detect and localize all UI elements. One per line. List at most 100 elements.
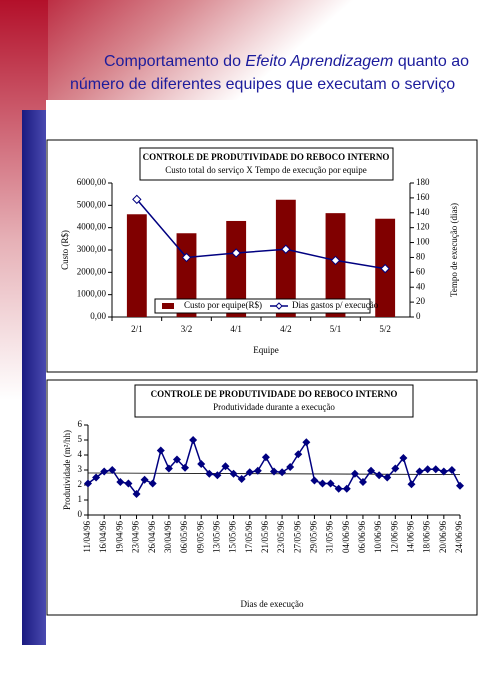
- background-stripe: [22, 110, 46, 645]
- line-marker: [415, 467, 424, 476]
- line-marker: [431, 465, 440, 474]
- y-tick-label: 180: [416, 177, 430, 187]
- y-tick-label: 6: [78, 419, 83, 429]
- x-tick-label: 5/2: [379, 324, 391, 334]
- x-tick-label: 14/06/96: [406, 521, 416, 554]
- y-axis-label: Custo (R$): [60, 230, 70, 270]
- chart-title: CONTROLE DE PRODUTIVIDADE DO REBOCO INTE…: [143, 152, 390, 162]
- line-marker: [423, 465, 432, 474]
- y-tick-label: 0: [416, 311, 421, 321]
- y-tick-label: 0,00: [90, 311, 106, 321]
- y-tick-label: 3: [78, 464, 83, 474]
- x-tick-label: 31/05/96: [325, 521, 335, 554]
- y-tick-label: 2: [78, 479, 83, 489]
- line-marker: [367, 466, 376, 475]
- line-marker: [100, 467, 109, 476]
- y-tick-label: 1000,00: [77, 289, 107, 299]
- line-marker: [156, 446, 165, 455]
- x-tick-label: 06/06/96: [357, 521, 367, 554]
- slide-title: Comportamento do Efeito Aprendizagem qua…: [104, 53, 469, 70]
- y-tick-label: 80: [416, 252, 426, 262]
- y-tick-label: 160: [416, 192, 430, 202]
- x-tick-label: 3/2: [181, 324, 193, 334]
- line-marker: [270, 467, 278, 476]
- line-marker: [237, 475, 246, 483]
- line-marker: [380, 263, 390, 274]
- line-marker: [375, 471, 384, 480]
- line-marker: [447, 466, 456, 474]
- legend-swatch: [275, 302, 283, 310]
- line-marker: [172, 455, 181, 464]
- x-tick-label: 30/04/96: [163, 521, 173, 554]
- line-marker: [164, 464, 173, 473]
- line-marker: [124, 479, 133, 488]
- bar: [176, 233, 197, 317]
- line-marker: [140, 475, 149, 484]
- y-axis-label: Produtividade (m²/hh): [62, 430, 72, 510]
- x-tick-label: 19/04/96: [114, 521, 124, 554]
- y2-axis-label: Tempo de execução (dias): [449, 203, 459, 297]
- y-tick-label: 5000,00: [77, 199, 107, 209]
- line-marker: [330, 255, 341, 266]
- y-tick-label: 1: [78, 494, 83, 504]
- x-tick-label: 29/05/96: [308, 521, 318, 554]
- chart-subtitle: Custo total do serviço X Tempo de execuç…: [165, 165, 366, 175]
- line-marker: [350, 469, 359, 478]
- line-marker: [229, 469, 238, 478]
- line-marker: [310, 476, 319, 485]
- y-tick-label: 5: [78, 434, 83, 444]
- title-box: [139, 147, 394, 181]
- title-part: quanto ao: [398, 53, 469, 70]
- line-marker: [92, 473, 101, 482]
- y-tick-label: 40: [416, 281, 426, 291]
- line-marker: [318, 479, 327, 488]
- y-tick-label: 3000,00: [77, 244, 107, 254]
- line-marker: [205, 469, 214, 478]
- line-marker: [189, 436, 198, 444]
- line-marker: [439, 467, 448, 476]
- x-tick-label: 06/05/96: [179, 521, 189, 554]
- x-tick-label: 16/04/96: [98, 521, 108, 554]
- line-marker: [326, 479, 335, 488]
- x-tick-label: 15/05/96: [228, 521, 238, 554]
- legend-swatch: [162, 303, 174, 309]
- line-marker: [181, 463, 190, 472]
- x-tick-label: 13/05/96: [211, 521, 221, 554]
- title-part: Efeito Aprendizagem: [245, 53, 393, 70]
- x-tick-label: 04/06/96: [341, 521, 351, 554]
- x-tick-label: 27/05/96: [292, 521, 302, 554]
- y-tick-label: 140: [416, 207, 430, 217]
- line-marker: [253, 466, 262, 475]
- line-marker: [456, 481, 464, 490]
- line-marker: [286, 463, 295, 471]
- line-marker: [116, 478, 125, 486]
- line-marker: [407, 480, 416, 489]
- line-marker: [132, 490, 141, 498]
- y-tick-label: 20: [416, 296, 426, 306]
- x-tick-label: 26/04/96: [147, 521, 157, 554]
- x-tick-label: 18/06/96: [422, 521, 432, 554]
- x-tick-label: 4/1: [230, 324, 242, 334]
- y-tick-label: 2000,00: [77, 266, 107, 276]
- line-marker: [358, 478, 367, 486]
- line-marker: [108, 466, 117, 474]
- y-tick-label: 60: [416, 266, 426, 276]
- y-tick-label: 4000,00: [77, 222, 107, 232]
- line-marker: [281, 244, 291, 254]
- legend-box: [154, 298, 371, 314]
- x-tick-label: 2/1: [131, 324, 143, 334]
- line-marker: [399, 454, 408, 462]
- slide-title: número de diferentes equipes que executa…: [70, 76, 455, 93]
- line-marker: [342, 484, 351, 493]
- x-tick-label: 4/2: [280, 324, 292, 334]
- line-marker: [132, 194, 142, 205]
- x-axis-label: Dias de execução: [241, 599, 304, 609]
- line-marker: [278, 468, 287, 477]
- bar: [275, 199, 296, 317]
- line-marker: [391, 464, 400, 473]
- chart-frame: [46, 379, 478, 616]
- line-marker: [261, 453, 270, 462]
- x-tick-label: 10/06/96: [373, 521, 383, 554]
- title-part: Comportamento do: [104, 53, 241, 70]
- x-tick-label: 5/1: [330, 324, 342, 334]
